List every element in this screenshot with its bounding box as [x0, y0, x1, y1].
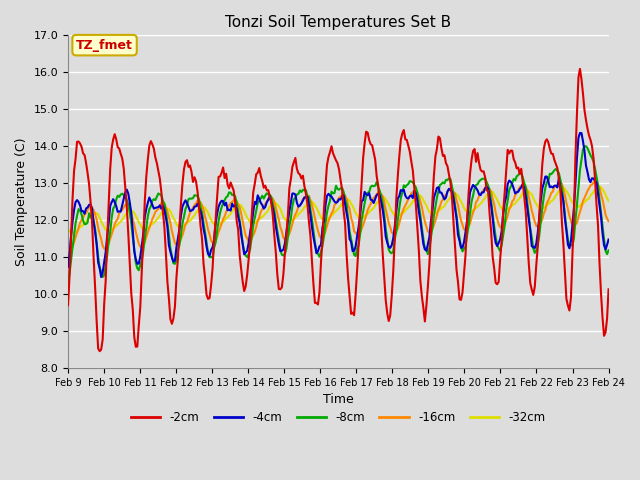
-32cm [302, 203, 310, 209]
-16cm [245, 239, 253, 245]
Legend: -2cm, -4cm, -8cm, -16cm, -32cm: -2cm, -4cm, -8cm, -16cm, -32cm [126, 407, 550, 429]
-4cm [302, 195, 310, 201]
-4cm [97, 274, 105, 280]
-4cm [245, 240, 253, 245]
-8cm [243, 254, 251, 260]
-4cm [605, 237, 612, 242]
-2cm [254, 170, 262, 176]
-4cm [132, 256, 140, 262]
-2cm [578, 76, 586, 82]
-4cm [576, 130, 584, 136]
-2cm [605, 287, 612, 292]
Line: -32cm: -32cm [68, 186, 609, 233]
-16cm [605, 218, 612, 224]
-2cm [64, 302, 72, 308]
-16cm [132, 229, 140, 235]
-16cm [576, 209, 584, 215]
-2cm [132, 344, 140, 349]
-32cm [245, 217, 253, 223]
-4cm [64, 264, 72, 270]
-32cm [605, 198, 612, 204]
-16cm [227, 200, 234, 206]
-8cm [225, 190, 233, 195]
-8cm [131, 246, 138, 252]
Y-axis label: Soil Temperature (C): Soil Temperature (C) [15, 137, 28, 266]
-4cm [254, 192, 262, 198]
-4cm [227, 208, 234, 214]
-2cm [245, 255, 253, 261]
Line: -4cm: -4cm [68, 133, 609, 277]
-8cm [301, 188, 308, 193]
-32cm [576, 203, 584, 209]
-8cm [252, 208, 260, 214]
Line: -8cm: -8cm [68, 146, 609, 281]
-8cm [605, 247, 612, 253]
-16cm [254, 217, 262, 223]
-32cm [64, 226, 72, 231]
Text: TZ_fmet: TZ_fmet [76, 39, 133, 52]
-32cm [596, 183, 604, 189]
Title: Tonzi Soil Temperatures Set B: Tonzi Soil Temperatures Set B [225, 15, 451, 30]
-32cm [227, 211, 234, 216]
-32cm [132, 213, 140, 219]
Line: -16cm: -16cm [68, 181, 609, 251]
-8cm [64, 278, 72, 284]
-2cm [96, 348, 104, 354]
-16cm [66, 248, 74, 254]
-16cm [64, 247, 72, 253]
X-axis label: Time: Time [323, 394, 354, 407]
-2cm [576, 66, 584, 72]
Line: -2cm: -2cm [68, 69, 609, 351]
-32cm [254, 218, 262, 224]
-8cm [582, 144, 590, 149]
-2cm [302, 191, 310, 197]
-4cm [578, 130, 586, 136]
-32cm [68, 230, 76, 236]
-2cm [227, 180, 234, 185]
-8cm [575, 185, 582, 191]
-16cm [302, 194, 310, 200]
-16cm [591, 178, 599, 184]
